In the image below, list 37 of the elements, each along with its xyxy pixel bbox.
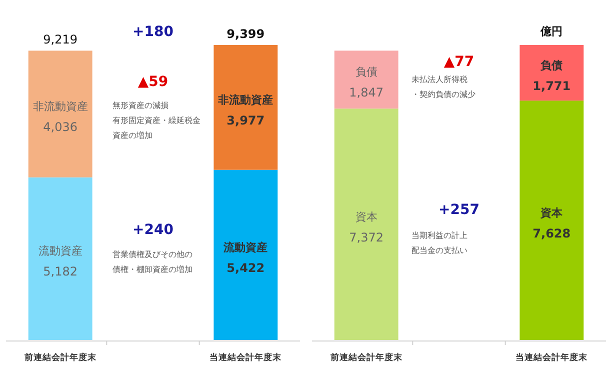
text: 資本 (355, 210, 378, 224)
annotation: 未払法人所得税 (412, 75, 468, 84)
series-label: 負債 (540, 58, 563, 72)
text: +180 (132, 24, 174, 40)
annotation: ▲77 (444, 54, 474, 70)
series-label: 流動資産 (222, 240, 268, 254)
x-tick-label: 前連結会計年度末 (329, 352, 404, 363)
annotation: 営業債権及びその他の (112, 250, 193, 259)
x-tick-label: 前連結会計年度末 (23, 352, 98, 363)
x-tick-label: 当連結会計年度末 (210, 352, 283, 363)
annotation: 当期利益の計上 (412, 231, 468, 240)
series-label: 非流動資産 (217, 93, 274, 106)
data-label: 4,036 (43, 120, 78, 134)
annotation: 配当金の支払い (412, 246, 468, 255)
x-tick-label: 当連結会計年度末 (516, 352, 589, 363)
annotation: 無形資産の減損 (112, 101, 169, 110)
annotation: +257 (438, 202, 480, 218)
annotation: ・契約負債の減少 (412, 90, 476, 99)
text: 億円 (540, 25, 563, 38)
annotation: 資産の増加 (112, 131, 153, 140)
annotation: +240 (132, 222, 174, 238)
text: 負債 (355, 66, 378, 79)
series-label: 資本 (540, 206, 564, 220)
data-label: 7,628 (532, 226, 571, 240)
annotation: 債権・棚卸資産の増加 (112, 265, 193, 274)
data-label: 5,182 (43, 264, 78, 279)
total-label: 9,219 (43, 32, 78, 47)
data-label: 1,771 (532, 78, 571, 93)
annotation: 有形固定資産・繰延税金 (112, 116, 201, 125)
annotation: ▲59 (138, 74, 168, 90)
text: 流動資産 (38, 244, 82, 258)
data-label: 5,422 (226, 260, 265, 275)
data-label: 7,372 (349, 230, 384, 244)
total-label: 9,399 (226, 27, 265, 41)
text: 非流動資産 (32, 100, 88, 114)
data-label: 3,977 (226, 113, 265, 128)
data-label: 1,847 (349, 86, 384, 100)
